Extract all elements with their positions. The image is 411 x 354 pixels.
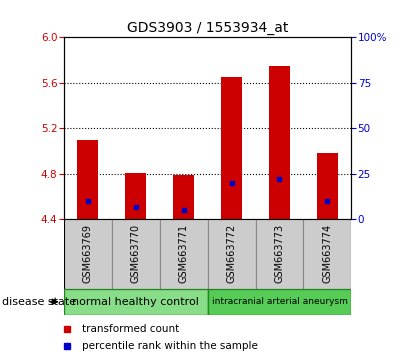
Bar [316,153,338,219]
Bar [125,173,146,219]
Bar [221,77,242,219]
Bar [208,219,256,289]
Bar [159,219,208,289]
Text: normal healthy control: normal healthy control [72,297,199,307]
Text: transformed count: transformed count [82,324,179,334]
Text: intracranial arterial aneurysm: intracranial arterial aneurysm [212,297,347,306]
Title: GDS3903 / 1553934_at: GDS3903 / 1553934_at [127,21,288,35]
Bar [269,65,290,219]
Bar [256,219,303,289]
Text: GSM663773: GSM663773 [275,224,284,283]
Bar [64,289,208,315]
Bar [208,289,351,315]
Text: GSM663770: GSM663770 [131,224,141,283]
Text: GSM663769: GSM663769 [83,224,92,282]
Bar [64,219,112,289]
Text: disease state: disease state [2,297,76,307]
Bar [303,219,351,289]
Text: GSM663774: GSM663774 [323,224,332,283]
Bar [77,140,99,219]
Text: percentile rank within the sample: percentile rank within the sample [82,341,258,350]
Bar [173,175,194,219]
Bar [112,219,159,289]
Text: GSM663772: GSM663772 [226,224,236,283]
Text: GSM663771: GSM663771 [179,224,189,283]
